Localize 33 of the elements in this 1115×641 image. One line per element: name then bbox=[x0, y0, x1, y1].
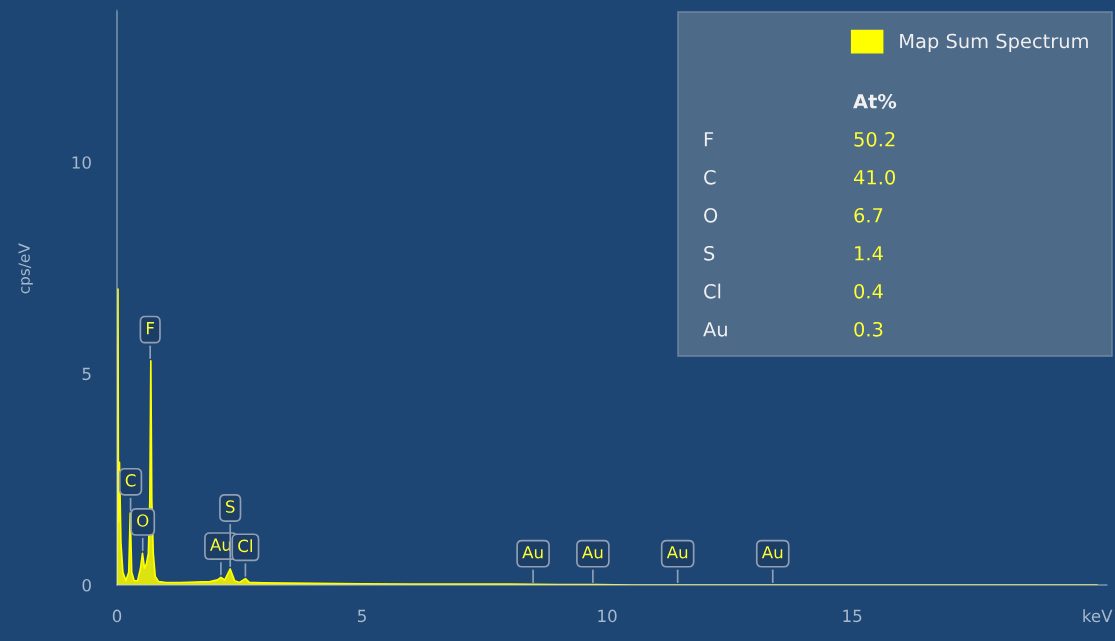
annotation: Cl bbox=[704, 283, 721, 299]
y-axis-title: cps/eV bbox=[18, 243, 33, 294]
annotation: 41.0 bbox=[853, 169, 895, 185]
annotation: Au bbox=[666, 546, 688, 559]
annotation: Au bbox=[582, 546, 603, 559]
annotation: Au bbox=[703, 322, 727, 337]
annotation: F bbox=[704, 132, 714, 147]
annotation: Cl bbox=[238, 539, 252, 553]
annotation: 0.4 bbox=[854, 283, 883, 299]
annotation: 0.3 bbox=[854, 321, 883, 337]
y-tick-label: 5 bbox=[82, 367, 91, 381]
y-tick-label: 0 bbox=[82, 578, 91, 592]
annotation: O bbox=[137, 514, 149, 527]
y-tick-label: 10 bbox=[72, 156, 91, 169]
annotation: At% bbox=[853, 93, 897, 109]
annotation: S bbox=[704, 245, 715, 261]
x-tick-label: 10 bbox=[598, 609, 617, 623]
legend-label: Map Sum Spectrum bbox=[900, 33, 1088, 53]
annotation: 6.7 bbox=[854, 207, 883, 223]
x-tick-label: 0 bbox=[112, 609, 122, 623]
annotation: S bbox=[226, 500, 235, 513]
x-tick-label: 15 bbox=[843, 609, 862, 623]
annotation: 50.2 bbox=[854, 131, 895, 147]
annotation: Au bbox=[522, 546, 543, 559]
annotation: C bbox=[704, 169, 716, 185]
annotation: Au bbox=[761, 546, 783, 559]
x-tick-label: 5 bbox=[358, 609, 366, 623]
annotation: F bbox=[147, 322, 154, 335]
annotation: Au bbox=[210, 538, 231, 551]
annotation: C bbox=[125, 474, 136, 487]
x-tick-label: keV bbox=[1083, 609, 1113, 623]
annotation: O bbox=[704, 207, 718, 223]
annotation: 1.4 bbox=[855, 246, 883, 261]
